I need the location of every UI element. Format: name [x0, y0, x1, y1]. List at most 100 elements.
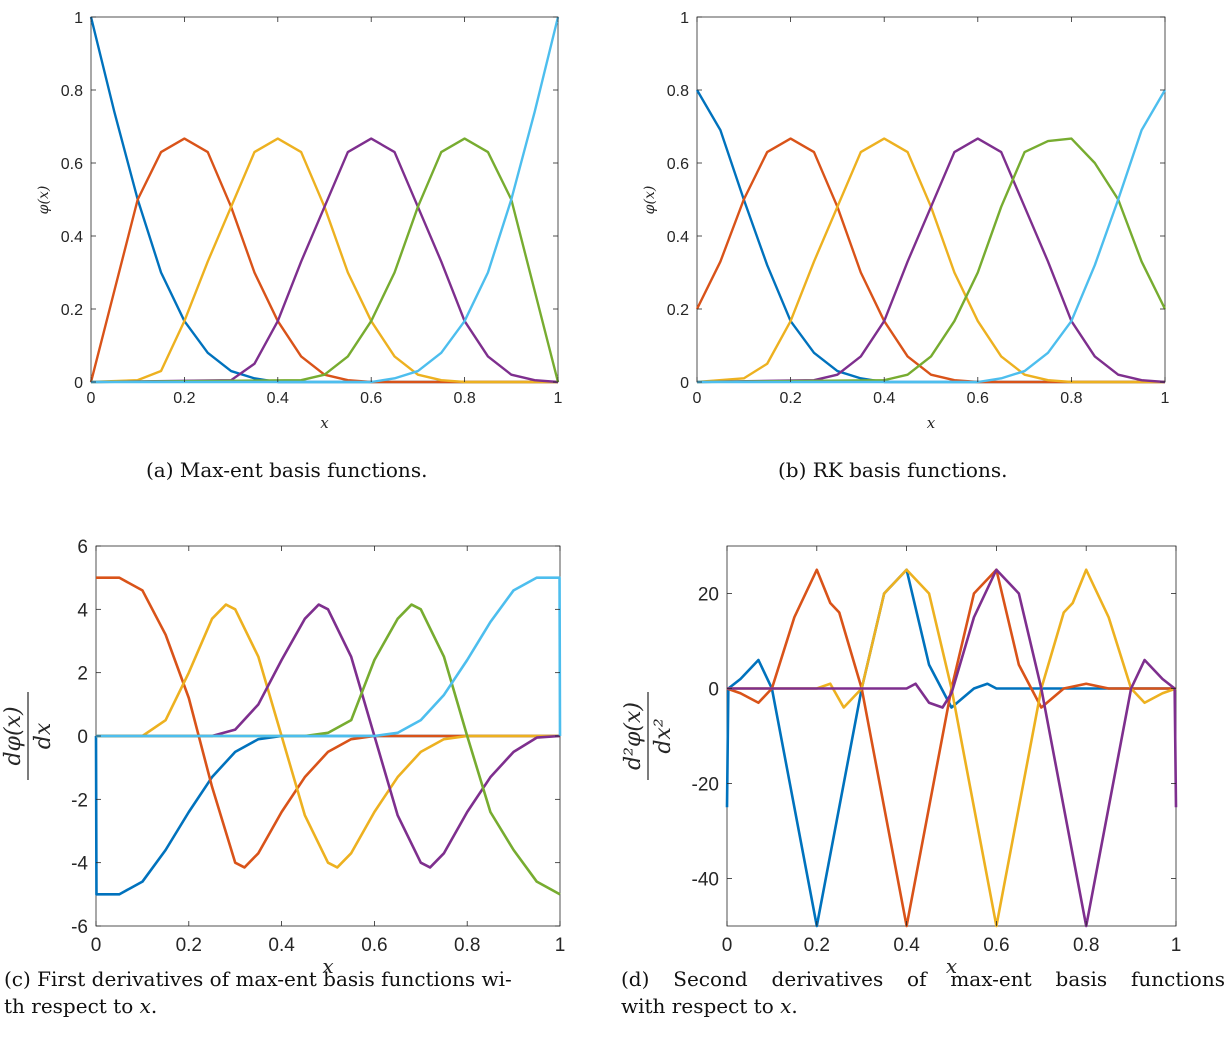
- x-tick-label: 1: [554, 390, 563, 407]
- series-line-5: [696, 137, 1167, 384]
- series-line-1: [94, 734, 560, 896]
- caption-c-line2-text: th respect to: [4, 994, 140, 1018]
- y-tick-label: 0.8: [667, 83, 689, 100]
- x-tick-label: 1: [1171, 935, 1182, 956]
- y-axis-label-denominator: dx: [31, 722, 56, 749]
- series-line-3: [727, 568, 1177, 928]
- y-tick-label: -40: [692, 870, 719, 891]
- y-axis-label-numerator: dφ(x): [1, 706, 26, 765]
- x-tick-label: 0.8: [1060, 390, 1082, 407]
- series-line-3: [96, 603, 560, 869]
- series-line-6: [91, 16, 560, 384]
- caption-a: (a) Max-ent basis functions.: [146, 458, 428, 482]
- y-tick-label: -20: [692, 775, 719, 796]
- caption-d-var: x: [780, 994, 792, 1018]
- axes-box: [90, 16, 559, 383]
- x-axis-label: x: [946, 954, 957, 978]
- caption-b: (b) RK basis functions.: [778, 458, 1008, 482]
- series-line-2: [96, 576, 560, 869]
- y-tick-label: 0.8: [61, 83, 83, 100]
- x-tick-label: 0.6: [360, 390, 382, 407]
- y-tick-label: 20: [698, 585, 719, 606]
- y-axis-label: d²φ(x) dx²: [621, 692, 676, 780]
- x-axis-label: x: [927, 414, 936, 432]
- series-line-4: [727, 568, 1178, 928]
- y-axis-label-denominator: dx²: [651, 718, 676, 753]
- series-line-3: [696, 137, 1165, 384]
- y-tick-label: 0: [680, 375, 689, 392]
- y-axis-label: φ(x): [642, 186, 658, 215]
- y-tick-label: 0: [74, 375, 83, 392]
- y-axis-label-numerator: d²φ(x): [621, 702, 646, 770]
- x-tick-label: 0.4: [268, 935, 295, 956]
- caption-d-end: .: [791, 994, 798, 1018]
- x-tick-label: 0: [87, 390, 96, 407]
- y-tick-label: 1: [680, 10, 689, 27]
- caption-d-line2: with respect to x.: [621, 993, 1225, 1020]
- caption-c-end: .: [150, 994, 158, 1018]
- caption-c-line2: th respect to x.: [4, 993, 604, 1020]
- series-line-5: [90, 137, 560, 384]
- x-tick-label: 0.6: [983, 935, 1009, 956]
- x-tick-label: 0.4: [893, 935, 920, 956]
- y-tick-label: 0.4: [61, 229, 83, 246]
- series-line-4: [90, 137, 559, 384]
- series-line-6: [697, 89, 1167, 384]
- y-tick-label: -4: [71, 854, 88, 875]
- x-tick-label: 0.2: [173, 390, 195, 407]
- y-tick-label: 0.2: [61, 302, 83, 319]
- caption-c-line1: (c) First derivatives of max-ent basis f…: [4, 967, 512, 991]
- y-tick-label: -2: [71, 790, 88, 811]
- x-tick-label: 0: [91, 935, 102, 956]
- x-tick-label: 1: [1161, 390, 1170, 407]
- x-axis-label: x: [320, 414, 329, 432]
- series-line-4: [696, 137, 1166, 384]
- y-tick-label: 0.4: [667, 229, 689, 246]
- chart-d: 0 0.2 0.4 0.6 0.8 1 -40 -20 0 20 x d²φ(x) dx²: [621, 545, 1182, 978]
- x-tick-label: 0.8: [454, 935, 480, 956]
- series-line-2: [89, 137, 558, 384]
- x-tick-label: 0.4: [873, 390, 895, 407]
- x-tick-label: 0.6: [967, 390, 989, 407]
- y-tick-label: 0.2: [667, 302, 689, 319]
- y-tick-label: 6: [77, 537, 88, 558]
- y-tick-label: 4: [77, 600, 88, 621]
- x-tick-label: 0.8: [1073, 935, 1099, 956]
- axes-box: [726, 545, 1177, 927]
- x-tick-label: 1: [555, 935, 566, 956]
- series-line-1: [695, 89, 1165, 384]
- x-tick-label: 0: [693, 390, 702, 407]
- series-line-3: [90, 137, 558, 384]
- series-line-6: [96, 576, 562, 738]
- x-tick-label: 0.6: [361, 935, 387, 956]
- y-axis-label: φ(x): [36, 186, 52, 215]
- chart-c: 0 0.2 0.4 0.6 0.8 1 -6 -4 -2 0 2 4 6 x dφ(x) dx: [1, 537, 565, 978]
- chart-a: 0 0.2 0.4 0.6 0.8 1 0 0.2 0.4 0.6 0.8 1 x φ(x): [36, 10, 563, 432]
- x-tick-label: 0.8: [453, 390, 475, 407]
- y-tick-label: 0.6: [667, 156, 689, 173]
- caption-d-line2-text: with respect to: [621, 994, 781, 1018]
- axes-box: [696, 16, 1166, 383]
- series-line-1: [725, 568, 1176, 928]
- x-tick-label: 0.4: [267, 390, 289, 407]
- caption-c-var: x: [139, 994, 151, 1018]
- y-tick-label: 1: [74, 10, 83, 27]
- y-tick-label: -6: [71, 917, 88, 938]
- x-tick-label: 0.2: [176, 935, 202, 956]
- x-tick-label: 0.2: [779, 390, 801, 407]
- series-line-1: [89, 16, 558, 384]
- x-axis-label: x: [322, 954, 333, 978]
- caption-d-line1: (d) Second derivatives of max-ent basis …: [621, 967, 1225, 991]
- series-line-5: [96, 603, 561, 896]
- caption-c: (c) First derivatives of max-ent basis f…: [4, 966, 604, 1020]
- caption-d: (d) Second derivatives of max-ent basis …: [621, 966, 1225, 1020]
- series-line-2: [695, 137, 1165, 384]
- x-tick-label: 0: [722, 935, 733, 956]
- y-tick-label: 0.6: [61, 156, 83, 173]
- y-axis-label: dφ(x) dx: [1, 692, 56, 780]
- y-tick-label: 0: [708, 680, 719, 701]
- chart-b: 0 0.2 0.4 0.6 0.8 1 0 0.2 0.4 0.6 0.8 1 x φ(x): [642, 10, 1170, 432]
- y-tick-label: 2: [77, 664, 88, 685]
- y-tick-label: 0: [77, 727, 88, 748]
